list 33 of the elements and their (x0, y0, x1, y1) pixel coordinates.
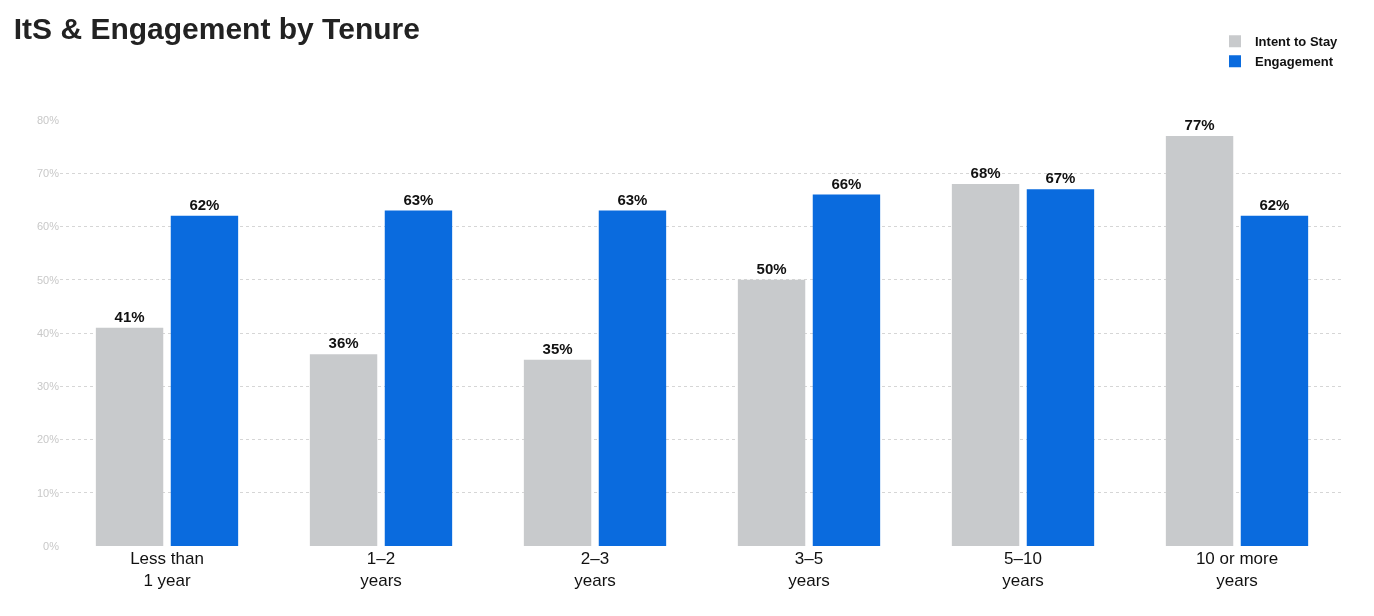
bar (1026, 189, 1095, 546)
bar (951, 183, 1020, 546)
legend-label: Intent to Stay (1255, 34, 1339, 50)
bar (737, 279, 806, 546)
bar (1240, 215, 1309, 546)
data-label: 35% (542, 339, 573, 357)
bar (523, 359, 592, 546)
data-label: 36% (328, 334, 359, 352)
x-tick-label: 1–2 years (360, 549, 402, 591)
data-label: 68% (970, 163, 1001, 181)
chart-title: ItS & Engagement by Tenure (13, 12, 420, 46)
x-tick-label: 2–3 years (574, 549, 616, 591)
bar (812, 194, 881, 546)
bar (95, 327, 164, 546)
data-label: 63% (617, 190, 648, 208)
data-label: 62% (189, 195, 220, 213)
bar (1165, 135, 1234, 546)
data-label: 77% (1184, 115, 1215, 133)
data-label: 63% (403, 190, 434, 208)
x-tick-label: 3–5 years (788, 549, 830, 591)
bar (384, 210, 453, 546)
bar (309, 354, 378, 546)
legend-label: Engagement (1255, 54, 1334, 70)
data-label: 41% (114, 307, 145, 325)
x-tick-label: 10 or more years (1195, 549, 1279, 591)
data-label: 62% (1259, 195, 1290, 213)
bar (598, 210, 667, 546)
data-label: 50% (756, 259, 787, 277)
data-label: 67% (1045, 169, 1076, 187)
data-label: 66% (831, 174, 862, 192)
bar (170, 215, 239, 546)
x-tick-label: Less than 1 year (130, 549, 204, 591)
x-tick-label: 5–10 years (1002, 549, 1044, 591)
